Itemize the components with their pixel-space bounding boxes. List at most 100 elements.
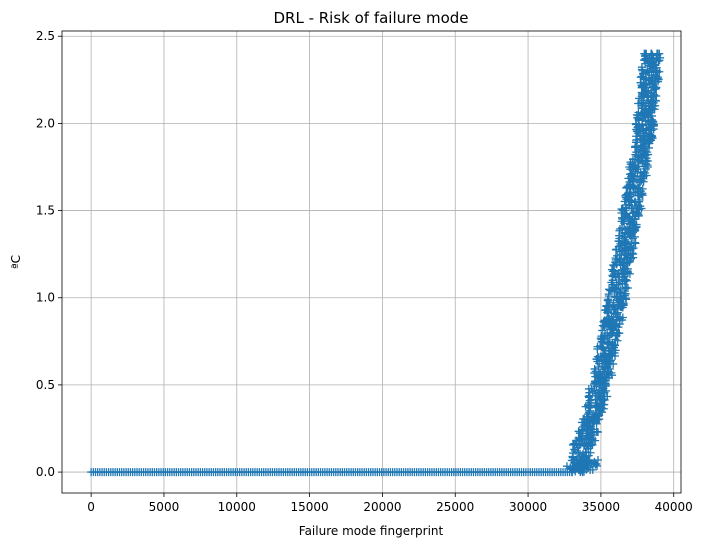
x-tick-label: 0 <box>87 500 95 514</box>
data-point <box>647 115 656 124</box>
data-point <box>592 459 601 468</box>
data-point <box>621 290 630 299</box>
data-point <box>604 315 613 324</box>
x-tick-label: 40000 <box>655 500 693 514</box>
x-tick-label: 25000 <box>436 500 474 514</box>
data-point <box>591 367 600 376</box>
data-point <box>628 158 637 167</box>
data-point <box>649 82 658 91</box>
y-tick-label: 1.5 <box>36 204 55 218</box>
data-point <box>613 336 622 345</box>
data-point <box>653 73 662 82</box>
chart-title: DRL - Risk of failure mode <box>273 9 468 27</box>
data-point <box>631 163 640 172</box>
data-point <box>595 415 604 424</box>
data-point <box>632 132 641 141</box>
data-point <box>595 403 604 412</box>
data-point <box>604 339 613 348</box>
data-point <box>638 120 647 129</box>
data-point <box>615 231 624 240</box>
data-point <box>593 461 602 470</box>
data-point <box>611 304 620 313</box>
data-point <box>632 142 641 151</box>
data-point <box>636 147 645 156</box>
x-axis-label: Failure mode fingerprint <box>299 524 444 538</box>
data-point <box>577 432 586 441</box>
data-point <box>599 344 608 353</box>
data-point <box>599 365 608 374</box>
data-point <box>593 428 602 437</box>
data-point <box>568 452 577 461</box>
data-point <box>631 212 640 221</box>
data-point <box>609 359 618 368</box>
data-point <box>650 84 659 93</box>
x-tick-label: 5000 <box>149 500 180 514</box>
data-points <box>87 49 665 477</box>
data-point <box>621 245 630 254</box>
data-point <box>637 204 646 213</box>
data-point <box>586 439 595 448</box>
data-point <box>645 123 654 132</box>
x-tick-label: 20000 <box>363 500 401 514</box>
data-point <box>615 301 624 310</box>
data-point <box>603 392 612 401</box>
data-point <box>653 50 662 59</box>
data-point <box>640 49 649 58</box>
data-point <box>632 127 641 136</box>
x-axis-ticks: 0 5000 10000 15000 20000 25000 30000 35000 40000 <box>87 493 693 514</box>
data-point <box>591 460 600 469</box>
data-point <box>598 353 607 362</box>
data-point <box>586 448 595 457</box>
data-point <box>633 135 642 144</box>
data-point <box>611 254 620 263</box>
data-point <box>610 287 619 296</box>
data-point <box>623 245 632 254</box>
data-point <box>575 429 584 438</box>
data-point <box>610 340 619 349</box>
data-point <box>567 456 576 465</box>
y-axis-label: ªC <box>9 255 23 269</box>
data-point <box>635 196 644 205</box>
data-point <box>585 406 594 415</box>
data-point <box>587 395 596 404</box>
x-tick-label: 10000 <box>218 500 256 514</box>
data-point <box>600 332 609 341</box>
data-point <box>643 161 652 170</box>
data-point <box>628 249 637 258</box>
data-point <box>590 386 599 395</box>
data-point <box>649 92 658 101</box>
x-tick-label: 35000 <box>582 500 620 514</box>
data-point <box>625 269 634 278</box>
data-point <box>584 401 593 410</box>
data-point <box>578 449 587 458</box>
data-point <box>616 286 625 295</box>
grid <box>62 31 681 493</box>
data-point <box>596 352 605 361</box>
data-point <box>639 136 648 145</box>
data-point <box>623 224 632 233</box>
data-point <box>609 305 618 314</box>
data-point <box>592 419 601 428</box>
data-point <box>611 341 620 350</box>
data-point <box>652 55 661 64</box>
data-point <box>603 302 612 311</box>
y-tick-label: 0.0 <box>36 465 55 479</box>
data-point <box>643 54 652 63</box>
data-point <box>618 313 627 322</box>
data-point <box>626 231 635 240</box>
y-tick-label: 2.0 <box>36 116 55 130</box>
y-tick-label: 1.0 <box>36 291 55 305</box>
data-point <box>581 454 590 463</box>
x-tick-label: 15000 <box>291 500 329 514</box>
data-point <box>588 465 597 474</box>
data-point <box>576 456 585 465</box>
data-point <box>615 329 624 338</box>
data-point <box>637 176 646 185</box>
data-point <box>613 270 622 279</box>
data-point <box>633 183 642 192</box>
data-point <box>574 448 583 457</box>
data-point <box>633 191 642 200</box>
data-point <box>644 86 653 95</box>
data-point <box>637 101 646 110</box>
